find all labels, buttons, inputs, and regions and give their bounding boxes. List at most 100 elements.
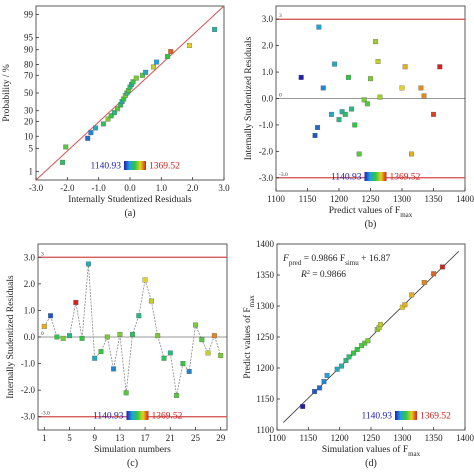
- data-point: [88, 130, 94, 136]
- data-point: [373, 39, 378, 45]
- limit-line-label: 3: [41, 251, 44, 257]
- data-point: [174, 393, 180, 398]
- data-point: [342, 111, 348, 117]
- legend-min-label-a: 1140.93: [90, 162, 121, 172]
- data-point: [148, 298, 154, 304]
- data-point: [108, 113, 114, 119]
- y-axis-label: Internally Studentized Residuals: [244, 36, 254, 160]
- data-point: [437, 64, 443, 70]
- x-tick-label: 5: [67, 433, 72, 443]
- data-point: [60, 335, 66, 341]
- data-point: [79, 335, 85, 341]
- normal-reference-line: [35, 5, 225, 181]
- data-point: [187, 43, 192, 49]
- y-tick-label: 5: [29, 144, 34, 154]
- y-tick-label: -1.0: [21, 359, 36, 369]
- data-point: [377, 322, 383, 328]
- data-point: [334, 366, 340, 372]
- y-tick-label: -1.0: [259, 120, 274, 130]
- limit-line-label: -3.0: [41, 411, 50, 417]
- y-tick-label: -2.0: [259, 146, 274, 156]
- data-point: [143, 69, 149, 75]
- panel-caption: (a): [124, 208, 135, 219]
- x-tick-label: 25: [191, 433, 201, 443]
- legend-min-label-c: 1140.93: [93, 412, 124, 422]
- x-tick-label: 1150: [299, 433, 317, 443]
- x-tick-label: 1150: [299, 194, 317, 204]
- y-tick-label: 1400: [256, 239, 275, 249]
- data-point: [212, 27, 218, 32]
- data-point: [320, 85, 326, 91]
- data-point: [364, 101, 370, 107]
- data-point: [60, 159, 66, 165]
- legend-min-label-d: 1140.93: [361, 412, 392, 422]
- data-point: [142, 277, 148, 283]
- data-point: [54, 334, 60, 340]
- data-point: [343, 358, 349, 364]
- x-tick-label: 1200: [331, 433, 350, 443]
- y-tick-label: 3.0: [262, 14, 274, 24]
- x-tick-label: -2.0: [60, 183, 75, 193]
- y-tick-label: 50: [24, 88, 34, 98]
- data-point: [168, 49, 174, 55]
- x-tick-label: 1: [42, 433, 47, 443]
- data-point: [324, 372, 330, 378]
- y-tick-label: 1250: [256, 332, 275, 342]
- data-point: [165, 54, 171, 59]
- data-point: [193, 322, 198, 328]
- legend-min-label-b: 1140.93: [331, 173, 362, 183]
- y-tick-label: 70: [24, 70, 34, 80]
- data-point: [315, 125, 321, 131]
- x-tick-label: 1350: [425, 433, 444, 443]
- data-point: [104, 334, 110, 340]
- data-point: [317, 385, 323, 391]
- panel-b: 3 -3.0 0 1100 1150 1200 1250 1300 1350 1400 -3.0 -2…: [244, 5, 474, 230]
- data-point: [151, 64, 156, 70]
- data-point: [346, 354, 352, 360]
- x-axis-label: Internally Studentized Residuals: [68, 195, 192, 205]
- panel-c: 3 -3.0 0 1 5 9 13 17 21 25 29 -3.0 -2.0 -1.0 0.0 1.0 2.0…: [6, 243, 228, 469]
- data-point: [298, 74, 304, 80]
- data-point: [199, 337, 205, 343]
- data-point: [439, 264, 445, 270]
- data-point: [155, 333, 161, 339]
- fit-line: [282, 251, 460, 423]
- data-point: [111, 110, 117, 116]
- x-tick-label: 13: [115, 433, 125, 443]
- x-tick-label: 1400: [456, 194, 474, 204]
- fit-equation: Fpred = 0.9866 Fsimu + 16.87: [282, 254, 391, 267]
- y-tick-label: 95: [24, 32, 34, 42]
- series-line: [43, 263, 222, 396]
- y-tick-label: 80: [24, 60, 34, 70]
- data-point: [399, 85, 405, 91]
- data-point: [365, 338, 371, 344]
- data-point: [402, 302, 408, 308]
- panel-caption: (d): [365, 458, 377, 469]
- x-axis-label: Simulation values of Fmax: [322, 444, 421, 458]
- limit-line-label: 3: [279, 13, 282, 19]
- panel-caption: (b): [365, 219, 377, 230]
- data-point: [336, 117, 342, 123]
- y-tick-label: 3.0: [24, 252, 36, 262]
- limit-line-label: -3.0: [279, 172, 288, 178]
- y-tick-label: -2.0: [21, 385, 36, 395]
- x-tick-label: 2.0: [187, 183, 199, 193]
- x-tick-label: 1400: [456, 433, 474, 443]
- data-point: [418, 85, 424, 91]
- data-point: [73, 300, 79, 305]
- data-point: [205, 350, 211, 356]
- legend-max-label-d: 1369.52: [420, 412, 451, 422]
- data-point: [349, 106, 355, 112]
- x-tick-label: 9: [92, 433, 97, 443]
- data-point: [356, 151, 362, 157]
- data-point: [167, 350, 173, 356]
- data-point: [130, 331, 135, 337]
- data-point: [352, 122, 358, 128]
- data-point: [359, 343, 365, 349]
- data-point: [133, 75, 139, 81]
- limit-line-label: 0: [279, 93, 282, 99]
- y-tick-label: 0.0: [24, 332, 36, 342]
- data-point: [92, 355, 98, 361]
- data-point: [345, 74, 351, 80]
- data-point: [361, 97, 367, 103]
